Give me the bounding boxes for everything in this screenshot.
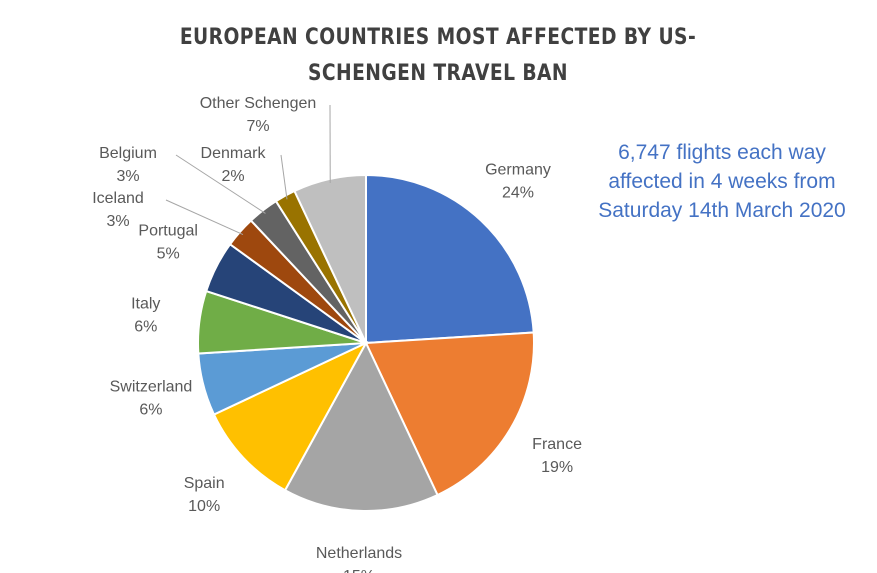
leader-line	[175, 154, 266, 214]
category-label: Spain	[184, 475, 225, 492]
value-label: 10%	[188, 498, 220, 515]
value-label: 6%	[139, 401, 162, 418]
leader-line	[165, 199, 244, 236]
value-label: 7%	[246, 118, 269, 135]
category-label: Netherlands	[316, 545, 402, 562]
value-label: 24%	[502, 184, 534, 201]
pie-slice	[365, 173, 535, 345]
value-label: 15%	[343, 568, 375, 573]
value-label: 3%	[106, 213, 129, 230]
category-label: Iceland	[92, 190, 144, 207]
value-label: 3%	[116, 168, 139, 185]
category-label: France	[532, 436, 582, 453]
annotation: 6,747 flights each way affected in 4 wee…	[598, 141, 846, 222]
pie-slice	[364, 331, 536, 497]
value-label: 19%	[541, 459, 573, 476]
pie-slice	[293, 173, 367, 344]
category-label: Switzerland	[110, 378, 193, 395]
value-label: 6%	[134, 318, 157, 335]
value-label: 2%	[221, 168, 244, 185]
category-label: Italy	[131, 295, 160, 312]
pie-slice	[283, 340, 439, 512]
category-label: Belgium	[99, 145, 157, 162]
leader-line	[280, 154, 288, 200]
category-label: Germany	[485, 161, 551, 178]
pie-slice	[212, 340, 369, 492]
category-label: Other Schengen	[200, 95, 317, 112]
category-label: Portugal	[138, 222, 198, 239]
value-label: 5%	[157, 245, 180, 262]
category-label: Denmark	[201, 145, 267, 162]
chart-title: EUROPEAN COUNTRIES MOST AFFECTED BY US-S…	[179, 25, 697, 86]
